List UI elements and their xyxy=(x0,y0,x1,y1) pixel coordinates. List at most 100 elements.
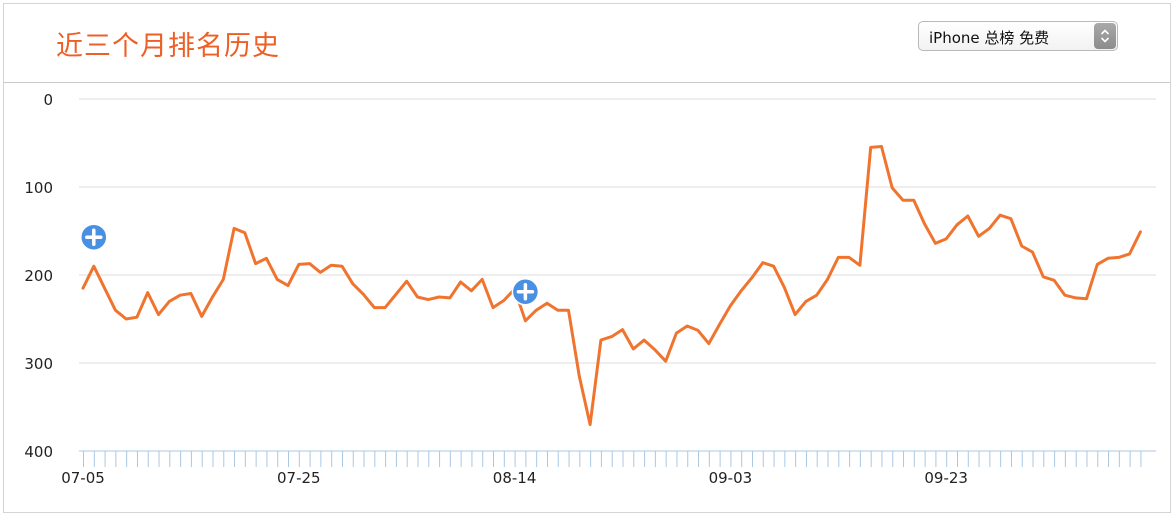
data-point xyxy=(653,348,657,351)
data-point xyxy=(178,294,182,297)
data-point xyxy=(977,235,980,238)
data-point xyxy=(686,324,689,328)
data-point xyxy=(491,306,495,309)
data-point xyxy=(1009,217,1013,220)
data-point xyxy=(804,300,808,303)
data-point xyxy=(81,287,85,290)
data-point xyxy=(1139,230,1142,234)
rank-series-line xyxy=(81,145,1142,427)
data-point xyxy=(988,227,991,230)
data-point xyxy=(373,306,376,309)
y-tick-label: 200 xyxy=(24,267,53,285)
data-point xyxy=(265,257,268,260)
data-point xyxy=(308,262,311,265)
data-point xyxy=(286,284,290,287)
data-point xyxy=(847,256,851,259)
data-point xyxy=(92,265,95,268)
data-point xyxy=(783,286,786,289)
data-point xyxy=(427,298,430,301)
y-tick-label: 100 xyxy=(24,179,53,197)
data-point xyxy=(675,331,678,335)
data-point xyxy=(232,227,236,230)
data-point xyxy=(901,199,905,202)
data-point xyxy=(243,231,247,234)
data-point xyxy=(448,296,452,300)
data-point xyxy=(1106,257,1110,260)
chart-type-select[interactable]: iPhone 总榜 免费 xyxy=(918,21,1118,51)
data-point xyxy=(168,300,171,303)
chart-header: 近三个月排名历史 iPhone 总榜 免费 xyxy=(4,4,1170,83)
data-point xyxy=(880,145,883,148)
x-tick-label: 07-25 xyxy=(277,469,321,487)
data-point xyxy=(642,338,646,342)
data-point xyxy=(319,271,322,274)
data-point xyxy=(351,282,354,285)
data-point xyxy=(146,291,149,294)
data-point xyxy=(437,295,441,299)
data-point xyxy=(1096,263,1099,266)
data-point xyxy=(793,313,797,316)
data-point xyxy=(696,329,700,332)
data-point xyxy=(826,278,829,281)
data-point xyxy=(772,265,775,268)
data-point xyxy=(222,278,225,281)
data-point xyxy=(621,328,624,331)
data-point xyxy=(470,289,473,293)
data-point xyxy=(416,295,419,299)
data-point xyxy=(869,146,872,149)
data-point xyxy=(362,293,365,296)
data-point xyxy=(383,306,387,309)
data-point xyxy=(276,278,279,281)
data-point xyxy=(923,222,926,226)
data-point xyxy=(750,276,754,279)
data-point xyxy=(815,294,818,297)
data-point xyxy=(966,214,969,218)
data-point xyxy=(254,262,257,265)
data-point xyxy=(599,338,603,342)
data-point xyxy=(1020,244,1023,248)
data-point xyxy=(1085,297,1088,300)
data-point xyxy=(578,375,581,378)
data-point xyxy=(729,304,732,307)
data-point xyxy=(459,280,462,284)
data-point xyxy=(1063,294,1067,297)
y-tick-label: 0 xyxy=(43,91,53,109)
data-point xyxy=(761,261,764,264)
y-tick-label: 400 xyxy=(24,443,53,461)
data-point xyxy=(739,289,743,293)
data-point xyxy=(1042,275,1045,278)
data-point xyxy=(103,287,106,290)
data-point xyxy=(157,313,160,316)
data-point xyxy=(934,242,937,245)
data-point xyxy=(189,292,193,295)
data-point xyxy=(1128,252,1131,256)
data-point xyxy=(556,309,559,312)
x-tick-label: 07-05 xyxy=(61,469,105,487)
data-point xyxy=(632,347,635,351)
chart-title: 近三个月排名历史 xyxy=(56,31,280,62)
data-point xyxy=(1117,256,1121,259)
plus-circle-icon[interactable] xyxy=(511,278,540,306)
plus-circle-icon[interactable] xyxy=(80,223,108,251)
data-point xyxy=(891,186,894,190)
x-tick-label: 09-23 xyxy=(924,469,968,487)
x-tick-label: 08-14 xyxy=(493,469,537,487)
data-point xyxy=(588,423,592,426)
data-point xyxy=(858,264,862,267)
data-point xyxy=(707,342,711,345)
data-point xyxy=(524,319,527,322)
data-point xyxy=(837,256,840,259)
data-point xyxy=(124,317,128,321)
data-point xyxy=(718,323,721,326)
data-point xyxy=(200,315,203,318)
data-point xyxy=(567,309,570,312)
data-point xyxy=(545,301,549,305)
data-point xyxy=(211,295,214,299)
data-point xyxy=(1052,279,1056,282)
data-point xyxy=(329,264,333,267)
updown-chevron-icon[interactable] xyxy=(1094,23,1116,49)
data-point xyxy=(405,279,408,283)
data-point xyxy=(1074,296,1077,300)
data-point xyxy=(664,360,667,363)
